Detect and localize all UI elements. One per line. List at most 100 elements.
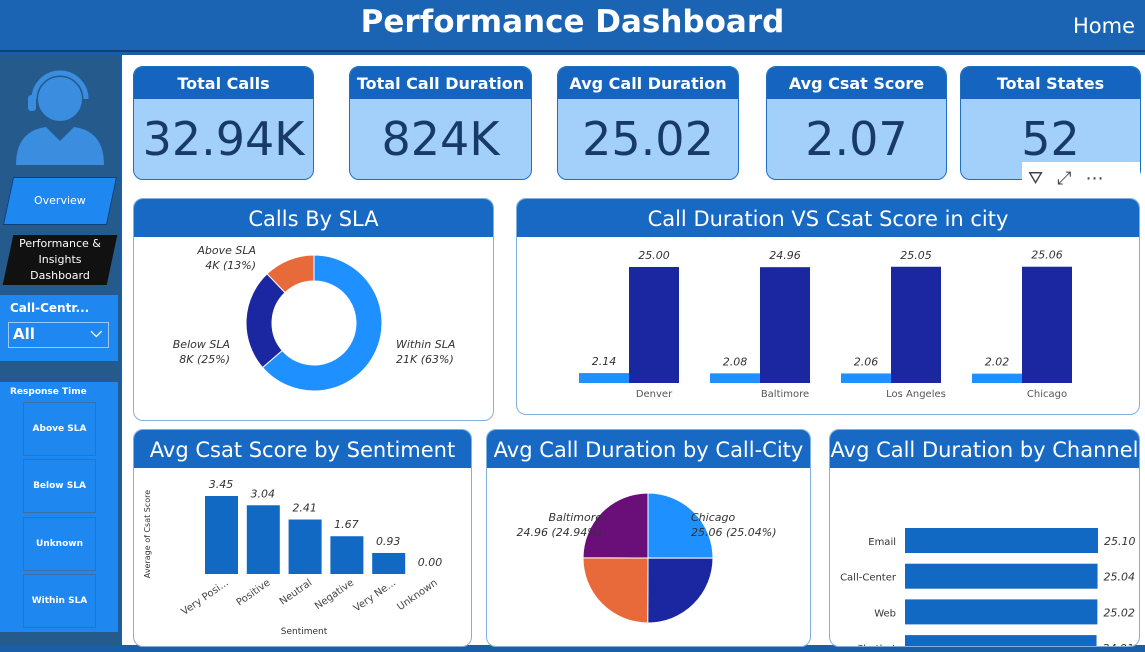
duration-by-city-panel: Avg Call Duration by Call-City Chicago 25… [486, 429, 811, 647]
data-label: 2.02 [985, 356, 1010, 369]
slice-label-within-sla: 21K (63%) [396, 353, 454, 366]
kpi-card-total-call-duration: Total Call Duration 824K [349, 66, 532, 180]
kpi-card-avg-csat: Avg Csat Score 2.07 [766, 66, 947, 180]
bar-denver-duration [629, 267, 679, 383]
x-tick-label: Baltimore [761, 389, 809, 400]
x-axis-title: Sentiment [281, 627, 328, 637]
bar-call-center [905, 563, 1098, 589]
slice-name-above-sla: Above SLA [196, 244, 256, 257]
y-tick-label: Email [868, 537, 896, 548]
slice-label-chicago: 25.06 (25.04%) [691, 526, 777, 539]
bar-los-angeles-duration [891, 266, 941, 383]
slice-label-baltimore: 24.96 (24.94%) [516, 526, 602, 539]
agent-headset-icon [16, 70, 104, 165]
slice-denver [582, 557, 649, 624]
slicer-option-within-sla[interactable]: Within SLA [23, 574, 96, 628]
x-tick-label: Very Posi... [180, 577, 231, 617]
slicer-title: Response Time [10, 387, 87, 397]
nav-performance-label: Performance & Insights Dashboard [19, 237, 101, 282]
data-label: 1.67 [334, 518, 359, 531]
slicer-title: Call-Centr... [10, 301, 90, 315]
slice-label-above-sla: 4K (13%) [205, 259, 256, 272]
duration-by-channel-panel: Avg Call Duration by Channel Email 25.10 C… [829, 429, 1140, 647]
data-label: 3.04 [251, 487, 275, 500]
y-tick-label: Call-Center [840, 573, 897, 584]
bar-baltimore-duration [760, 267, 810, 383]
duration-vs-csat-panel: Call Duration VS Csat Score in city 2.14… [516, 198, 1140, 415]
duration-by-channel-chart: Email 25.10 Call-Center 25.04 Web 25.02 Chatbo… [840, 528, 1136, 647]
bar-chicago-csat [972, 373, 1022, 383]
nav-overview-label: Overview [34, 194, 86, 207]
y-tick-label: Web [874, 608, 896, 619]
nav-performance-insights[interactable]: Performance & Insights Dashboard [2, 235, 118, 285]
kpi-value: 32.94K [142, 112, 305, 166]
data-label: 3.45 [209, 478, 234, 491]
data-label: 25.05 [900, 249, 932, 262]
nav-overview[interactable]: Overview [2, 177, 118, 225]
x-tick-label: Positive [235, 577, 273, 608]
duration-vs-csat-chart: 2.14 25.00 Denver 2.08 24.96 Baltimore 2.06 25.… [579, 249, 1072, 400]
visual-header-toolbar: ⛛ ⤢ ⋯ [1022, 162, 1140, 194]
slice-chicago [647, 492, 714, 559]
data-label: 0.93 [376, 535, 401, 548]
filter-icon[interactable]: ⛛ [1028, 167, 1044, 189]
slice-name-chicago: Chicago [691, 511, 735, 524]
kpi-value: 52 [1021, 112, 1080, 166]
csat-by-sentiment-chart: 3.45 Very Posi... 3.04 Positive 2.41 Neutral 1… [143, 478, 442, 637]
y-axis-title: Average of Csat Score [143, 490, 152, 578]
x-tick-label: Chicago [1027, 389, 1067, 400]
slicer-option-above-sla[interactable]: Above SLA [23, 402, 96, 456]
x-tick-label: Very Ne... [352, 577, 398, 614]
slice-label-below-sla: 8K (25%) [179, 353, 230, 366]
kpi-label: Total Calls [134, 67, 313, 99]
focus-mode-icon[interactable]: ⤢ [1057, 167, 1072, 189]
slice-above-sla [266, 254, 315, 294]
kpi-label: Avg Call Duration [558, 67, 738, 99]
data-label: 25.04 [1104, 571, 1136, 584]
bar-negative [330, 536, 364, 574]
slice-name-baltimore: Baltimore [549, 511, 603, 524]
x-tick-label: Unknown [395, 577, 439, 613]
kpi-label: Avg Csat Score [767, 67, 946, 99]
response-time-slicer: Response Time Above SLA Below SLA Unknow… [0, 382, 118, 632]
bar-chatbot [905, 635, 1097, 646]
kpi-card-total-states: Total States 52 [960, 66, 1141, 180]
data-label: 2.41 [292, 502, 317, 515]
data-label: 24.91 [1103, 642, 1135, 647]
data-label: 25.06 [1031, 249, 1063, 262]
slicer-option-below-sla[interactable]: Below SLA [23, 459, 96, 513]
slicer-option-unknown[interactable]: Unknown [23, 517, 96, 571]
slice-name-denver: Denver [565, 646, 606, 647]
data-label: 25.02 [1103, 606, 1135, 619]
bar-email [905, 528, 1098, 553]
x-tick-label: Los Angeles [886, 389, 946, 400]
slice-baltimore [582, 492, 649, 559]
chart-title: Avg Csat Score by Sentiment [134, 430, 471, 468]
home-button[interactable]: Home [1072, 14, 1135, 38]
chart-title: Avg Call Duration by Channel [830, 430, 1139, 468]
data-label: 2.08 [723, 355, 748, 368]
calls-by-sla-donut: Within SLA 21K (63%) Below SLA 8K (25%) Abov… [173, 244, 455, 392]
call-centre-dropdown[interactable]: All ⌵ [8, 322, 109, 348]
bar-very-ne [372, 552, 406, 574]
chart-title: Avg Call Duration by Call-City [487, 430, 810, 468]
bar-chicago-duration [1022, 266, 1072, 383]
kpi-label: Total States [961, 67, 1140, 99]
kpi-value: 824K [381, 112, 500, 166]
sidebar: Overview Performance & Insights Dashboar… [0, 55, 120, 645]
slice-name-below-sla: Below SLA [173, 338, 230, 351]
page-title: Performance Dashboard [360, 4, 785, 40]
slice-within-sla [261, 254, 383, 392]
kpi-value: 2.07 [805, 112, 908, 166]
bar-los-angeles-csat [841, 373, 891, 383]
bar-very-posi [205, 496, 238, 574]
header-bar: Performance Dashboard Home [0, 0, 1145, 52]
slice-name-los-angeles: Los Angeles [691, 646, 757, 647]
kpi-card-avg-call-duration: Avg Call Duration 25.02 [557, 66, 739, 180]
more-options-icon[interactable]: ⋯ [1085, 167, 1104, 189]
x-tick-label: Negative [313, 577, 356, 612]
calls-by-sla-panel: Calls By SLA Within SLA 21K (63%) Below SL… [133, 198, 494, 421]
x-tick-label: Neutral [278, 577, 315, 607]
data-label: 25.00 [638, 249, 670, 262]
